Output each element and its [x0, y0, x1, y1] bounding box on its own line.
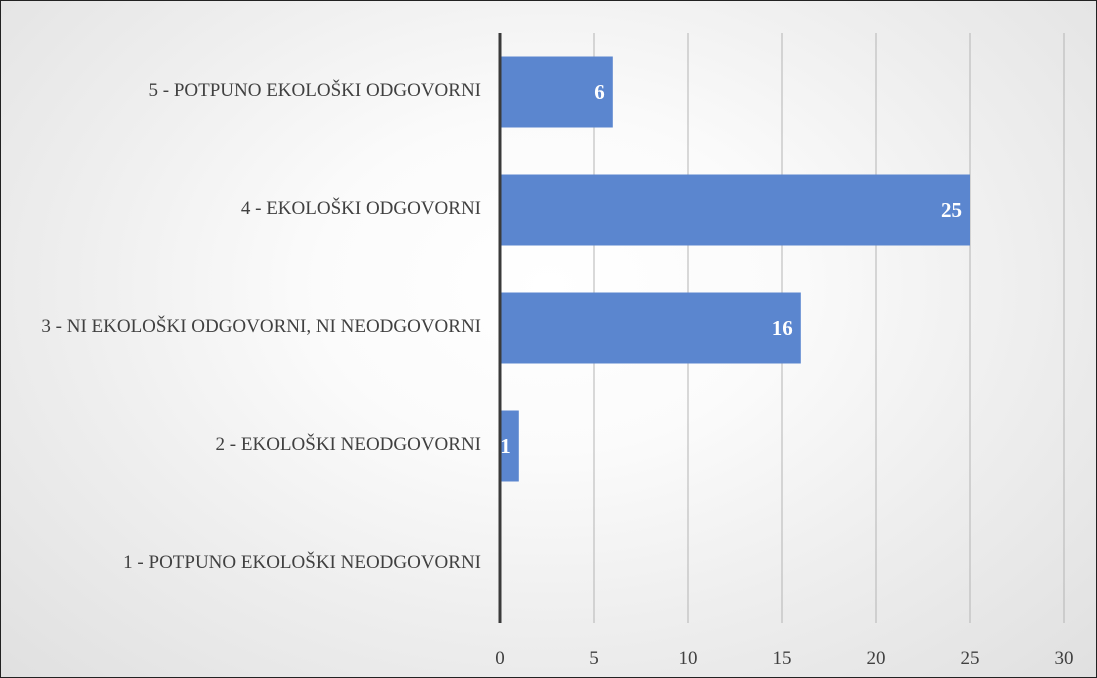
- data-label-4: 25: [941, 198, 962, 222]
- bar-3: [500, 292, 801, 364]
- data-label-3: 16: [772, 316, 793, 340]
- category-label-1: 1 - POTPUNO EKOLOŠKI NEODGOVORNI: [123, 552, 481, 573]
- category-label-4: 4 - EKOLOŠKI ODGOVORNI: [240, 198, 481, 219]
- x-tick-label-25: 25: [961, 648, 980, 669]
- bar-2: [500, 410, 519, 482]
- x-tick-label-10: 10: [679, 648, 698, 669]
- category-label-3: 3 - NI EKOLOŠKI ODGOVORNI, NI NEODGOVORN…: [41, 316, 481, 337]
- x-tick-label-20: 20: [867, 648, 886, 669]
- bar-4: [500, 174, 970, 246]
- data-label-5: 6: [594, 80, 605, 104]
- bar-5: [500, 56, 613, 128]
- x-tick-label-15: 15: [773, 648, 792, 669]
- x-tick-label-30: 30: [1055, 648, 1074, 669]
- data-label-2: 1: [500, 434, 511, 458]
- category-label-5: 5 - POTPUNO EKOLOŠKI ODGOVORNI: [148, 80, 482, 101]
- category-label-2: 2 - EKOLOŠKI NEODGOVORNI: [215, 434, 481, 455]
- x-tick-label-0: 0: [495, 648, 505, 669]
- x-tick-label-5: 5: [589, 648, 599, 669]
